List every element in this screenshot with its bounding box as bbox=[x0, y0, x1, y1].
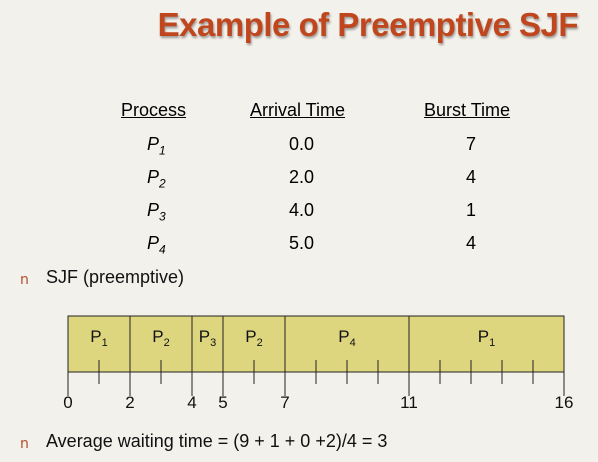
burst-value: 7 bbox=[466, 134, 477, 154]
process-name: P1 bbox=[147, 134, 166, 158]
arrival-value: 4.0 bbox=[289, 200, 315, 220]
header-arrival-time: Arrival Time bbox=[250, 100, 346, 120]
bullet-average-waiting-time: Average waiting time = (9 + 1 + 0 +2)/4 … bbox=[46, 431, 388, 451]
process-name: P2 bbox=[147, 167, 166, 191]
gantt-time-label: 2 bbox=[125, 393, 134, 412]
bullet-marker: n bbox=[20, 436, 29, 452]
burst-value: 1 bbox=[466, 200, 477, 220]
bullet-marker: n bbox=[20, 272, 29, 288]
arrival-value: 0.0 bbox=[289, 134, 315, 154]
header-burst-time: Burst Time bbox=[424, 100, 511, 120]
process-name: P4 bbox=[147, 233, 166, 257]
process-name: P3 bbox=[147, 200, 166, 224]
arrival-value: 2.0 bbox=[289, 167, 315, 187]
burst-value: 4 bbox=[466, 167, 477, 187]
gantt-time-label: 11 bbox=[400, 393, 418, 412]
slide-title: Example of Preemptive SJF bbox=[157, 6, 579, 43]
gantt-time-label: 7 bbox=[280, 393, 289, 412]
gantt-segment bbox=[191, 315, 224, 373]
arrival-value: 5.0 bbox=[289, 233, 315, 253]
gantt-time-label: 16 bbox=[555, 393, 574, 412]
gantt-time-label: 0 bbox=[63, 393, 72, 412]
bullet-sjf-preemptive: SJF (preemptive) bbox=[46, 267, 185, 287]
gantt-time-label: 5 bbox=[218, 393, 227, 412]
gantt-time-label: 4 bbox=[187, 393, 196, 412]
header-process: Process bbox=[121, 100, 187, 120]
gantt-segment bbox=[408, 315, 565, 373]
burst-value: 4 bbox=[466, 233, 477, 253]
